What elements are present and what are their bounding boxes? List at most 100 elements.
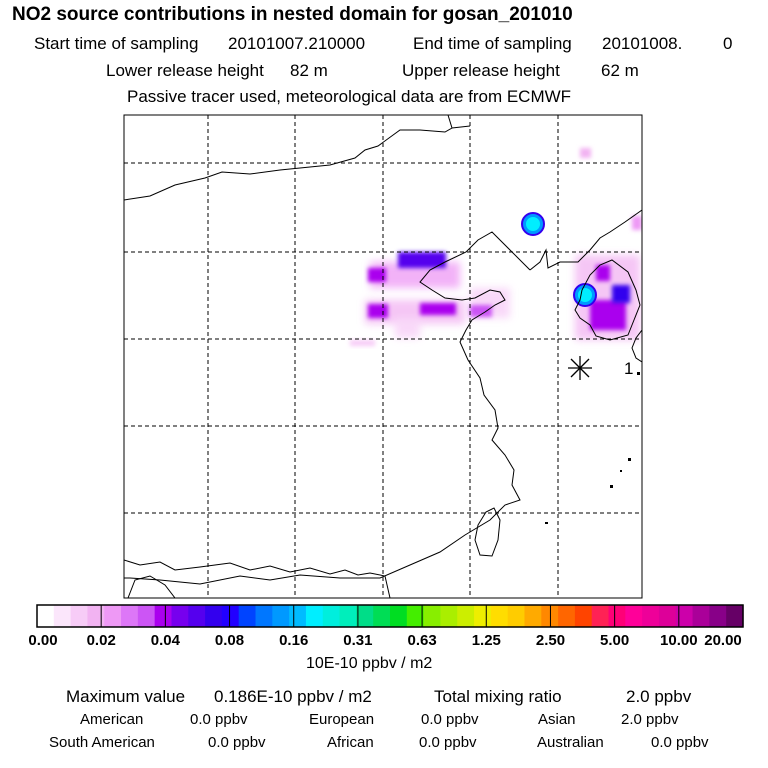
colorbar-cell xyxy=(171,605,189,627)
colorbar-cell xyxy=(406,605,425,627)
plume-core-shandong-west xyxy=(368,304,388,318)
colorbar-label: 0.31 xyxy=(343,632,373,649)
colorbar-cell xyxy=(339,605,357,627)
colorbar-cell xyxy=(272,605,290,627)
colorbar-cell xyxy=(474,605,492,627)
colorbar-cell xyxy=(322,605,341,627)
asian-value: 2.0 ppbv xyxy=(621,711,679,728)
colorbar-cell xyxy=(205,605,223,627)
map-content xyxy=(124,115,642,598)
colorbar-cell xyxy=(373,605,391,627)
colorbar-cell xyxy=(255,605,273,627)
colorbar-cell xyxy=(104,605,122,627)
plume-south-haze xyxy=(395,318,420,338)
plume-east-edge xyxy=(632,216,642,230)
colorbar-label: 20.00 xyxy=(704,632,742,649)
colorbar-cell xyxy=(658,605,677,627)
end-time-extra: 0 xyxy=(723,34,733,53)
colorbar-cell xyxy=(70,605,89,627)
colorbar-cell xyxy=(390,605,408,627)
max-value-label: Maximum value xyxy=(66,687,186,706)
australian-value: 0.0 ppbv xyxy=(651,734,709,751)
plume-core-korea-east xyxy=(612,285,630,303)
station-label: 1 xyxy=(624,359,633,378)
start-time-value: 20101007.210000 xyxy=(228,34,366,53)
border-northeast xyxy=(451,125,471,129)
colorbar-label: 0.04 xyxy=(150,632,180,649)
plume-northeast-speck xyxy=(580,148,591,158)
colorbar-unit: 10E-10 ppbv / m2 xyxy=(306,655,433,672)
plume-core-north xyxy=(398,252,446,268)
colorbar-cell xyxy=(87,605,105,627)
plume-core-korea xyxy=(590,300,626,330)
plume-hotspot-north-center xyxy=(526,217,540,231)
colorbar-cell xyxy=(625,605,643,627)
colorbar-cell xyxy=(137,605,156,627)
south-american-label: South American xyxy=(49,734,155,751)
colorbar-cell xyxy=(608,605,626,627)
colorbar-cell xyxy=(507,605,526,627)
colorbar-cell xyxy=(591,605,610,627)
colorbar-label: 1.25 xyxy=(471,632,501,649)
plume-core-shandong-east xyxy=(420,303,456,315)
lower-release-label: Lower release height xyxy=(106,61,264,80)
colorbar-cell xyxy=(305,605,324,627)
european-value: 0.0 ppbv xyxy=(421,711,479,728)
american-value: 0.0 ppbv xyxy=(190,711,248,728)
coast-korea xyxy=(574,259,641,341)
african-label: African xyxy=(327,734,374,751)
colorbar-cell xyxy=(574,605,593,627)
colorbar-cell xyxy=(642,605,660,627)
start-time-label: Start time of sampling xyxy=(34,34,199,53)
colorbar-frame xyxy=(36,604,744,628)
plot-subtitle: Passive tracer used, meteorological data… xyxy=(127,87,572,106)
colorbar-cell xyxy=(289,605,307,627)
islands xyxy=(545,372,640,524)
colorbar-label: 0.16 xyxy=(279,632,309,649)
european-label: European xyxy=(309,711,375,728)
coast-japan-west xyxy=(631,329,642,363)
colorbar-label: 0.00 xyxy=(28,632,58,649)
asterisk-icon xyxy=(568,356,592,380)
map-frame xyxy=(123,114,643,599)
colorbar-cell xyxy=(692,605,710,627)
total-mixing-label: Total mixing ratio xyxy=(434,687,562,706)
tracer-plumes xyxy=(350,148,642,346)
end-time-label: End time of sampling xyxy=(413,34,572,53)
colorbar-cell xyxy=(423,605,442,627)
african-value: 0.0 ppbv xyxy=(419,734,477,751)
colorbar-cell xyxy=(188,605,206,627)
colorbar-label: 5.00 xyxy=(599,632,630,649)
colorbar-cell xyxy=(675,605,694,627)
colorbar-label: 2.50 xyxy=(535,632,566,649)
end-time-value: 20101008. xyxy=(602,34,683,53)
plume-core-west xyxy=(368,268,386,282)
coast-taiwan xyxy=(474,507,501,557)
colorbar-cell xyxy=(53,605,72,627)
colorbar-label: 0.63 xyxy=(407,632,437,649)
colorbar-cell xyxy=(238,605,257,627)
plume-southwest-speck xyxy=(350,340,375,346)
upper-release-label: Upper release height xyxy=(402,61,560,80)
colorbar-ticks xyxy=(100,605,680,627)
upper-release-value: 62 m xyxy=(601,61,639,80)
colorbar-cell xyxy=(221,605,240,627)
colorbar-cell xyxy=(726,605,744,627)
colorbar-cell xyxy=(440,605,458,627)
plume-core-korea-north xyxy=(596,265,610,281)
plume-core-coast xyxy=(470,305,492,317)
asian-label: Asian xyxy=(538,711,576,728)
american-label: American xyxy=(80,711,144,728)
colorbar xyxy=(37,605,744,627)
border-southwest-2 xyxy=(127,575,176,598)
colorbar-cell xyxy=(121,605,139,627)
colorbar-cell xyxy=(356,605,374,627)
colorbar-cell xyxy=(558,605,576,627)
total-mixing-value: 2.0 ppbv xyxy=(626,687,692,706)
south-american-value: 0.0 ppbv xyxy=(208,734,266,751)
lower-release-value: 82 m xyxy=(290,61,328,80)
colorbar-cell xyxy=(490,605,509,627)
max-value: 0.186E-10 ppbv / m2 xyxy=(214,687,372,706)
map-gridlines xyxy=(124,115,642,598)
